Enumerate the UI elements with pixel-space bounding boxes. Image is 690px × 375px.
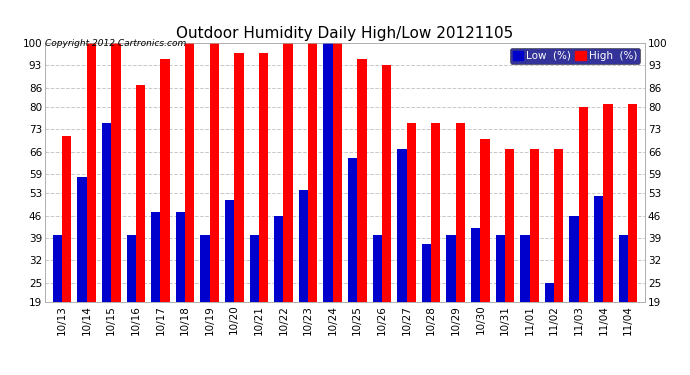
Bar	[259, 53, 268, 302]
Bar	[274, 216, 284, 302]
Bar	[210, 43, 219, 302]
Bar	[382, 66, 391, 302]
Bar	[579, 107, 588, 302]
Bar	[422, 244, 431, 302]
Bar	[348, 158, 357, 302]
Bar	[324, 43, 333, 302]
Bar	[225, 200, 235, 302]
Bar	[102, 123, 111, 302]
Bar	[111, 43, 121, 302]
Bar	[161, 59, 170, 302]
Bar	[136, 85, 145, 302]
Bar	[357, 59, 366, 302]
Bar	[250, 235, 259, 302]
Text: Copyright 2012 Cartronics.com: Copyright 2012 Cartronics.com	[45, 39, 186, 48]
Bar	[284, 43, 293, 302]
Bar	[505, 148, 514, 302]
Bar	[554, 148, 564, 302]
Bar	[299, 190, 308, 302]
Bar	[480, 139, 490, 302]
Bar	[628, 104, 638, 302]
Bar	[235, 53, 244, 302]
Bar	[77, 177, 87, 302]
Bar	[200, 235, 210, 302]
Bar	[333, 43, 342, 302]
Legend: Low  (%), High  (%): Low (%), High (%)	[510, 48, 640, 63]
Bar	[455, 123, 465, 302]
Bar	[529, 148, 539, 302]
Bar	[308, 43, 317, 302]
Bar	[471, 228, 480, 302]
Bar	[185, 43, 195, 302]
Bar	[52, 235, 62, 302]
Bar	[87, 43, 96, 302]
Bar	[397, 148, 406, 302]
Bar	[431, 123, 440, 302]
Bar	[594, 196, 603, 302]
Bar	[618, 235, 628, 302]
Bar	[446, 235, 455, 302]
Bar	[151, 212, 161, 302]
Bar	[545, 283, 554, 302]
Bar	[176, 212, 185, 302]
Bar	[569, 216, 579, 302]
Bar	[373, 235, 382, 302]
Bar	[62, 136, 72, 302]
Bar	[603, 104, 613, 302]
Bar	[126, 235, 136, 302]
Title: Outdoor Humidity Daily High/Low 20121105: Outdoor Humidity Daily High/Low 20121105	[177, 26, 513, 40]
Bar	[495, 235, 505, 302]
Bar	[406, 123, 416, 302]
Bar	[520, 235, 529, 302]
